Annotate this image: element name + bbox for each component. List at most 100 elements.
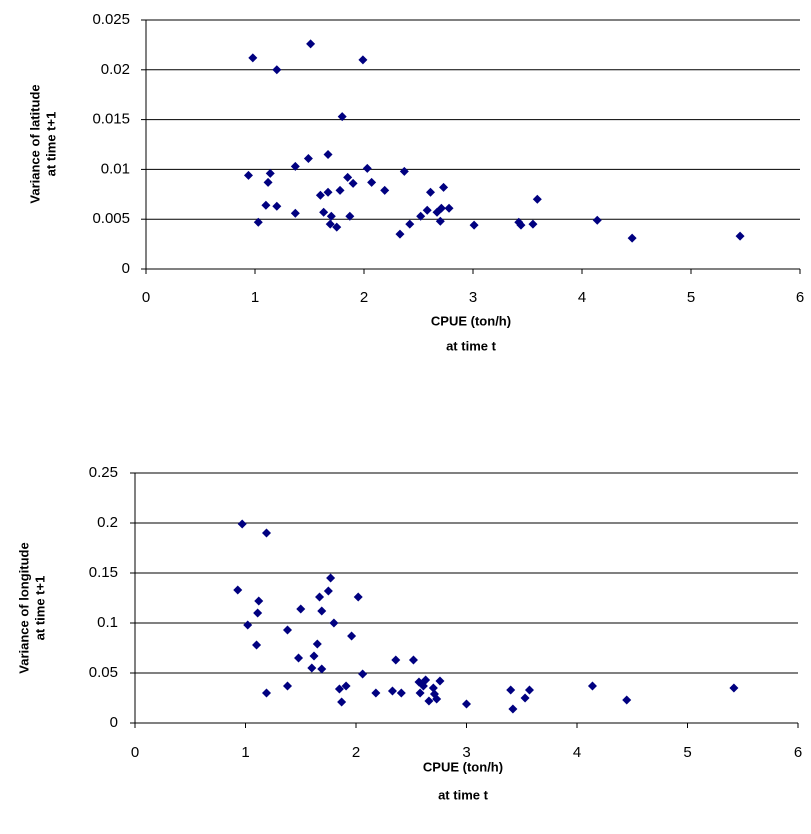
point — [306, 39, 316, 49]
x-tick-label: 5 — [687, 289, 695, 306]
y-tick-label: 0.005 — [92, 210, 130, 227]
point — [263, 177, 273, 187]
x-axis-title: CPUE (ton/h) — [431, 313, 511, 328]
y-axis-title: Variance of latitude — [27, 84, 42, 203]
point — [399, 166, 409, 176]
point — [444, 203, 454, 213]
point — [261, 528, 271, 538]
point — [422, 205, 432, 215]
point — [508, 704, 518, 714]
x-tick-label: 2 — [352, 744, 360, 761]
y-axis-title: at time t+1 — [43, 112, 58, 177]
point — [323, 586, 333, 596]
y-tick-label: 0.15 — [89, 564, 118, 581]
point — [729, 683, 739, 693]
point — [435, 216, 445, 226]
point — [290, 161, 300, 171]
point — [294, 653, 304, 663]
point — [421, 675, 431, 685]
point — [282, 625, 292, 635]
point — [325, 219, 335, 229]
point — [252, 640, 262, 650]
x-tick-label: 4 — [573, 744, 581, 761]
chart: 0 0.005 0.01 0.015 0.02 0.025 0 1 2 3 4 5 6 CPUE (ton… — [27, 11, 804, 353]
point — [358, 669, 368, 679]
point — [408, 655, 418, 665]
point — [319, 207, 329, 217]
point — [315, 190, 325, 200]
point — [405, 219, 415, 229]
point — [303, 153, 313, 163]
y-tick-label: 0.015 — [92, 111, 130, 128]
point — [334, 684, 344, 694]
point — [367, 177, 377, 187]
y-tick-label: 0 — [110, 714, 118, 731]
point — [391, 655, 401, 665]
point — [253, 608, 263, 618]
point — [506, 685, 516, 695]
y-tick-label: 0.05 — [89, 664, 118, 681]
y-tick-label: 0.01 — [101, 160, 130, 177]
point — [587, 681, 597, 691]
y-axis-title: Variance of longitude — [16, 542, 31, 673]
y-axis-title: at time t+1 — [32, 576, 47, 641]
point — [326, 573, 336, 583]
point — [371, 688, 381, 698]
point — [345, 211, 355, 221]
point — [265, 168, 275, 178]
point — [524, 685, 534, 695]
point — [627, 233, 637, 243]
y-tick-label: 0.2 — [97, 514, 118, 531]
x-tick-label: 0 — [131, 744, 139, 761]
point — [462, 699, 471, 709]
point — [435, 676, 445, 686]
x-tick-label: 6 — [796, 289, 804, 306]
x-tick-label: 5 — [683, 744, 691, 761]
point — [243, 620, 253, 630]
point — [326, 211, 336, 221]
point — [296, 604, 306, 614]
y-tick-label: 0.25 — [89, 464, 118, 481]
x-tick-label: 0 — [142, 289, 150, 306]
y-tick-label: 0.02 — [101, 61, 130, 78]
y-tick-label: 0.025 — [92, 11, 130, 28]
point — [348, 178, 358, 188]
point — [337, 697, 347, 707]
point — [343, 172, 353, 182]
chart: 0 0.05 0.1 0.15 0.2 0.25 0 1 2 3 4 5 6 CPUE (ton/h) at… — [16, 464, 802, 802]
x-axis-title: CPUE (ton/h) — [423, 759, 503, 774]
y-tick-label: 0 — [122, 260, 130, 277]
point — [341, 681, 351, 691]
point — [254, 596, 264, 606]
point — [425, 187, 435, 197]
point — [337, 112, 347, 122]
point — [323, 149, 333, 159]
point — [396, 688, 406, 698]
point — [253, 217, 263, 227]
point — [592, 215, 602, 225]
point — [282, 681, 292, 691]
point — [309, 651, 319, 661]
x-axis-title: at time t — [446, 338, 497, 353]
point — [347, 631, 357, 641]
point — [428, 683, 438, 693]
point — [233, 585, 243, 595]
point — [335, 185, 345, 195]
point — [261, 200, 271, 210]
point — [439, 182, 449, 192]
point — [395, 229, 405, 239]
point — [358, 55, 368, 65]
point — [272, 201, 282, 211]
point — [424, 696, 434, 706]
point — [332, 222, 342, 232]
point — [243, 170, 253, 180]
point — [622, 695, 632, 705]
point — [735, 231, 745, 241]
point — [315, 592, 325, 602]
point — [415, 688, 425, 698]
point — [317, 606, 327, 616]
x-tick-label: 3 — [462, 744, 470, 761]
point — [528, 219, 538, 229]
x-tick-label: 3 — [469, 289, 477, 306]
